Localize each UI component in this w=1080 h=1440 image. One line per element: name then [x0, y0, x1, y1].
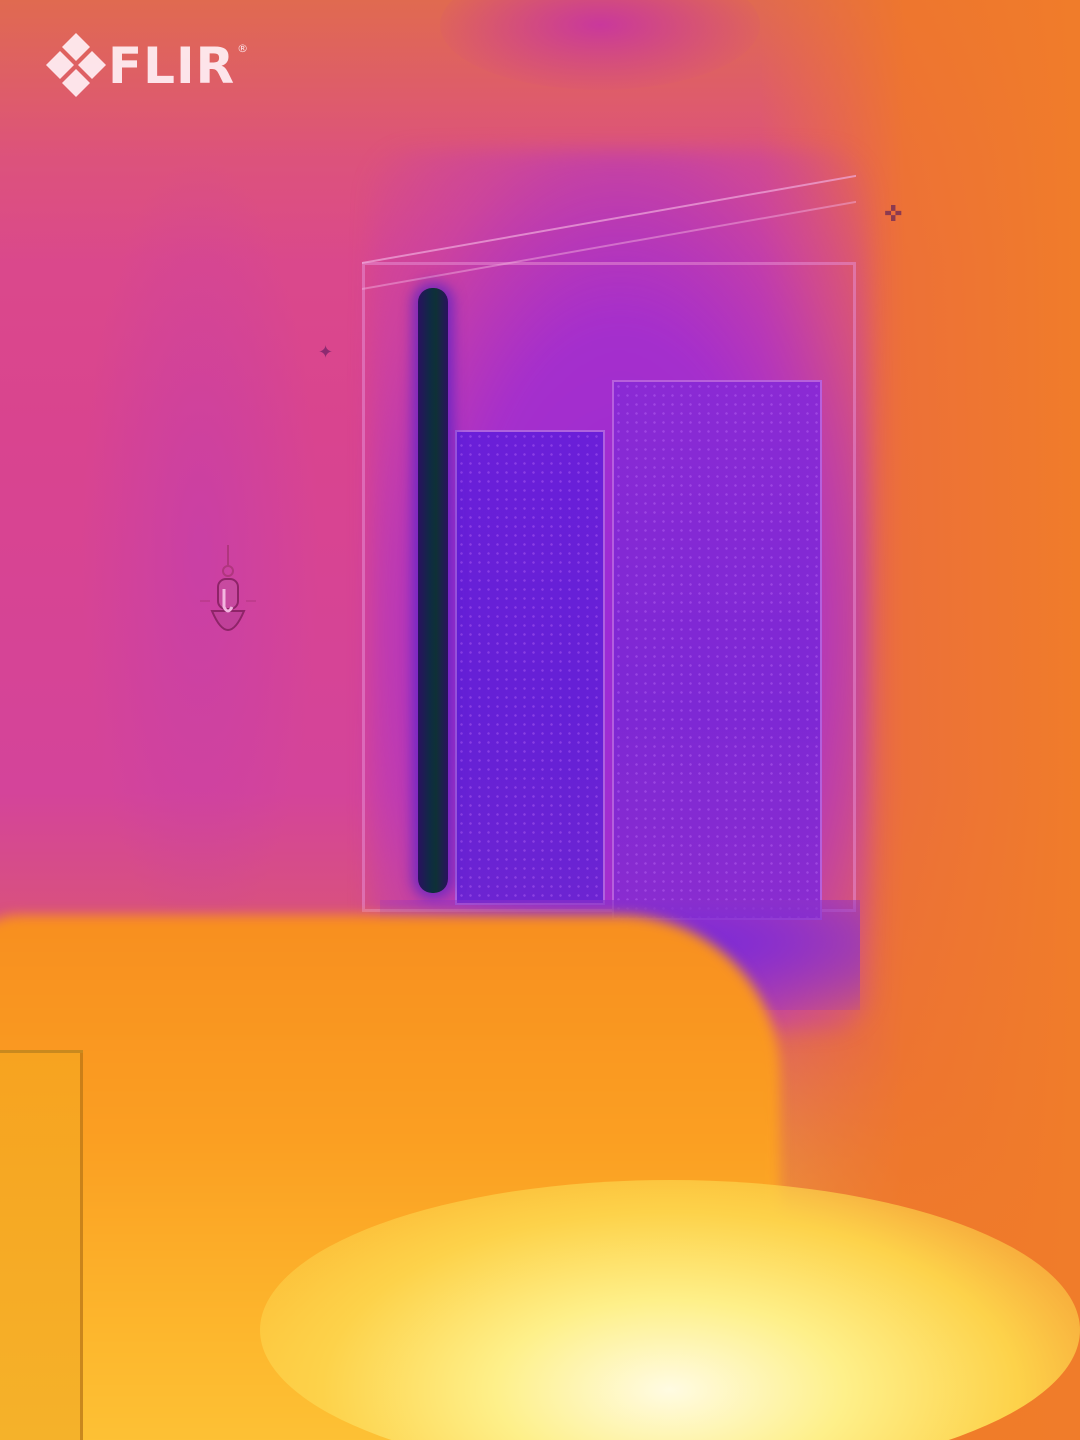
- hook-icon: ✦: [318, 342, 334, 363]
- cold-curtain-strip: [418, 288, 448, 893]
- pane-texture: [614, 382, 820, 918]
- window-pane-left: [455, 430, 605, 905]
- logo-text: FLIR: [108, 37, 236, 95]
- left-wall: [80, 150, 320, 950]
- registered-mark: ®: [237, 42, 249, 55]
- hook-icon: ✜: [884, 202, 903, 227]
- brand-logo: FLIR ®: [46, 30, 248, 102]
- nightstand: [0, 1050, 83, 1440]
- wall-hanging-icon: [200, 545, 256, 631]
- hot-spot: [260, 1180, 1080, 1440]
- pane-texture: [457, 432, 603, 903]
- flir-diamond-icon: [46, 33, 106, 97]
- window-pane-right: [612, 380, 822, 920]
